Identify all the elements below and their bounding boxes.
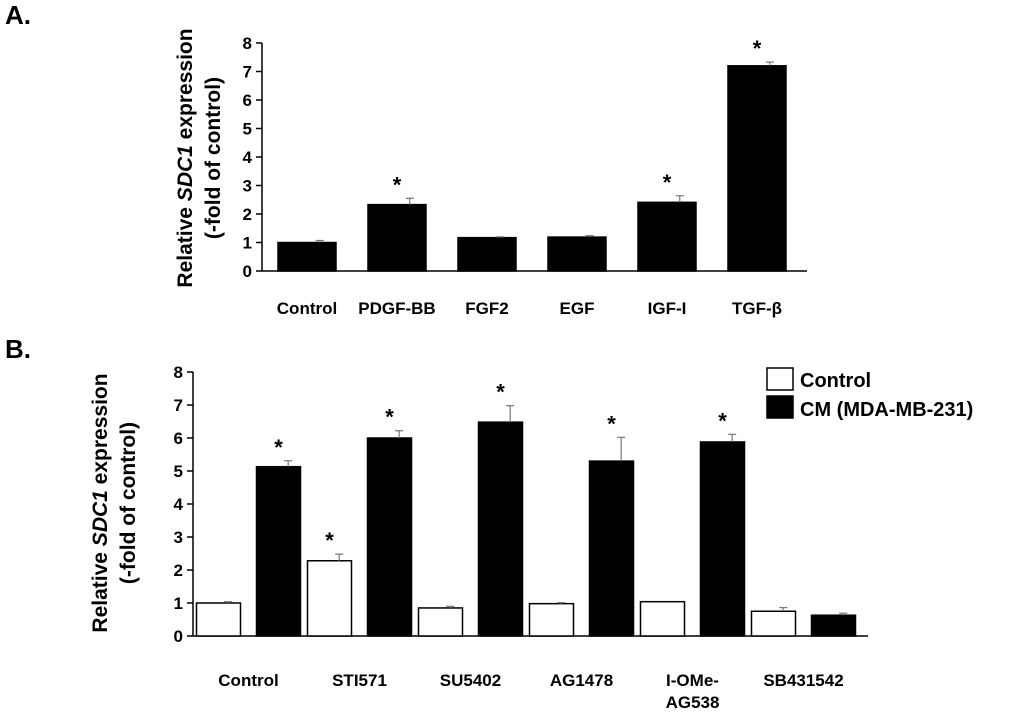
legend-label-cm: CM (MDA-MB-231) — [800, 399, 973, 421]
panel-b-bar — [588, 460, 635, 637]
panel-a-category-label: FGF2 — [465, 299, 508, 318]
panel-b-significance-star: * — [274, 435, 283, 460]
panel-b-bar — [195, 602, 242, 637]
panel-a-y-tick-label: 3 — [243, 177, 252, 196]
panel-b-y-tick-label: 7 — [174, 396, 183, 415]
panel-b-category-label: SU5402 — [440, 671, 501, 690]
panel-b-label: B. — [5, 334, 31, 364]
panel-b-category-label: SB431542 — [763, 671, 843, 690]
panel-a-bar — [367, 203, 427, 272]
panel-b-bar — [306, 560, 353, 637]
panel-b-y-tick-label: 1 — [174, 594, 183, 613]
panel-a-y-tick-label: 1 — [243, 234, 252, 253]
panel-b-bar — [699, 441, 746, 637]
panel-a-significance-star: * — [753, 36, 762, 61]
panel-a-y-tick-label: 0 — [243, 262, 252, 281]
panel-b-bar — [639, 600, 686, 637]
panel-b-category-label: AG1478 — [550, 671, 613, 690]
panel-b-plot-area: 0 1 2 3 4 5 6 7 8 * Control * * STI571 * SU5402 * AG1478 *… — [174, 363, 868, 712]
panel-a-y-tick-label: 4 — [243, 148, 253, 167]
panel-a-category-label: PDGF-BB — [358, 299, 435, 318]
panel-a-category-label: EGF — [560, 299, 595, 318]
panel-b-category-label: Control — [218, 671, 278, 690]
panel-b-significance-star: * — [385, 405, 394, 430]
panel-a-y-tick-label: 7 — [243, 63, 252, 82]
panel-a-y-tick-label: 8 — [243, 34, 252, 53]
panel-b-significance-star: * — [325, 528, 334, 553]
panel-b-bar — [255, 465, 302, 637]
panel-a-bar — [277, 241, 337, 272]
panel-a-ylabel-line1: Relative SDC1 expression — [174, 28, 197, 287]
panel-b-y-tick-label: 6 — [174, 429, 183, 448]
legend-label-control: Control — [800, 370, 871, 392]
panel-b-bar — [417, 607, 464, 637]
panel-b-bar — [810, 614, 857, 637]
panel-a-category-label: Control — [277, 299, 337, 318]
panel-a-bar — [637, 201, 697, 272]
panel-b-significance-star: * — [496, 380, 505, 405]
panel-b-bar — [528, 602, 575, 637]
panel-b-y-tick-label: 4 — [174, 495, 184, 514]
panel-a-ylabel-line2: (-fold of control) — [202, 77, 225, 239]
panel-b-bar — [366, 437, 413, 637]
panel-a-category-label: IGF-I — [648, 299, 687, 318]
panel-a-bar — [547, 236, 607, 272]
legend: Control CM (MDA-MB-231) — [766, 367, 973, 421]
panel-a-chart: A. Relative SDC1 expression (-fold of co… — [5, 0, 807, 318]
panel-b-significance-star: * — [607, 411, 616, 436]
legend-swatch-control — [766, 367, 794, 391]
panel-a-label: A. — [5, 0, 31, 30]
panel-a-significance-star: * — [393, 172, 402, 197]
panel-a-significance-star: * — [663, 170, 672, 195]
panel-b-y-tick-label: 5 — [174, 462, 183, 481]
panel-b-chart: B. Relative SDC1 expression (-fold of co… — [5, 334, 973, 712]
panel-a-y-tick-label: 5 — [243, 120, 252, 139]
panel-b-significance-star: * — [718, 408, 727, 433]
panel-b-category-label: I-OMe-AG538 — [666, 671, 720, 712]
panel-b-bar — [750, 610, 797, 637]
legend-swatch-cm — [766, 395, 794, 419]
panel-a-y-tick-label: 2 — [243, 205, 252, 224]
panel-a-bar — [457, 236, 517, 272]
panel-b-ylabel-line2: (-fold of control) — [117, 422, 140, 584]
panel-b-bar — [477, 421, 524, 637]
panel-a-bar — [727, 65, 787, 272]
panel-b-ylabel-line1: Relative SDC1 expression — [89, 373, 112, 632]
panel-a-category-label: TGF-β — [732, 299, 782, 318]
panel-a-y-tick-label: 6 — [243, 91, 252, 110]
panel-b-category-label: STI571 — [332, 671, 387, 690]
panel-a-plot-area: 0 1 2 3 4 5 6 7 8 Control * PDGF-BB FGF2 EGF * IGF-I * TG… — [243, 34, 807, 318]
panel-b-y-tick-label: 0 — [174, 627, 183, 646]
panel-b-y-tick-label: 8 — [174, 363, 183, 382]
panel-b-y-tick-label: 3 — [174, 528, 183, 547]
panel-b-y-tick-label: 2 — [174, 561, 183, 580]
